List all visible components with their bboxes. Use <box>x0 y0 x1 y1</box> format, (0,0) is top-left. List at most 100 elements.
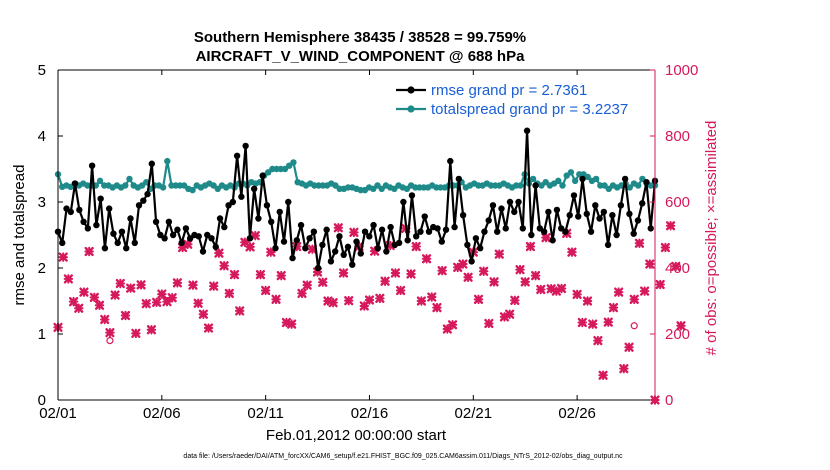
obs-assimilated-marker <box>655 279 665 290</box>
y-right-tick-label: 0 <box>665 392 673 409</box>
rmse-point <box>489 202 497 209</box>
obs-assimilated-marker <box>598 370 608 380</box>
rmse-point <box>498 205 505 212</box>
series-totalspread <box>54 157 659 194</box>
rmse-point <box>425 228 433 235</box>
rmse-point <box>165 218 173 225</box>
obs-assimilated-marker <box>520 277 530 287</box>
rmse-point <box>314 264 322 272</box>
obs-assimilated-marker <box>515 264 525 275</box>
rmse-point <box>327 258 335 265</box>
rmse-point <box>233 152 241 159</box>
rmse-point <box>545 208 552 216</box>
chart-title: Southern Hemisphere 38435 / 38528 = 99.7… <box>194 29 526 46</box>
y-ticks: 0 1 2 3 4 5 <box>38 62 63 409</box>
y-tick-label: 4 <box>38 128 46 145</box>
legend-spread-label: totalspread grand pr = 3.2237 <box>431 101 628 118</box>
rmse-point <box>246 235 254 242</box>
obs-assimilated-marker <box>437 265 447 276</box>
obs-assimilated-marker <box>302 280 312 290</box>
rmse-point <box>229 198 237 206</box>
rmse-point <box>621 175 629 183</box>
obs-assimilated-marker <box>333 223 344 233</box>
obs-assimilated-marker <box>297 288 307 299</box>
obs-assimilated-marker <box>151 297 162 308</box>
obs-assimilated-marker <box>214 248 224 258</box>
obs-assimilated-marker <box>260 285 271 296</box>
obs-assimilated-marker <box>375 293 385 304</box>
y-tick-label: 2 <box>38 260 46 277</box>
rmse-point <box>404 237 411 244</box>
rmse-point <box>553 206 561 214</box>
totalspread-point <box>517 182 524 189</box>
y-tick-label: 5 <box>38 62 46 79</box>
obs-assimilated-marker <box>639 286 650 296</box>
totalspread-point <box>559 182 566 189</box>
obs-assimilated-marker <box>582 296 593 306</box>
rmse-point <box>76 206 83 214</box>
y-right-tick-label: 200 <box>665 326 690 343</box>
rmse-point <box>583 210 590 218</box>
rmse-point <box>161 235 168 242</box>
obs-assimilated-marker <box>406 269 416 279</box>
rmse-point <box>647 225 654 232</box>
rmse-point <box>123 245 130 252</box>
obs-assimilated-marker <box>624 342 634 352</box>
obs-assimilated-marker <box>99 314 110 325</box>
obs-assimilated-marker <box>136 280 146 290</box>
rmse-point <box>592 202 599 209</box>
obs-assimilated-marker <box>645 259 655 269</box>
series-rmse <box>54 127 659 272</box>
obs-assimilated-marker <box>338 268 349 278</box>
rmse-point <box>144 190 151 198</box>
obs-assimilated-marker <box>115 278 126 289</box>
rmse-point <box>395 239 403 247</box>
rmse-point <box>549 237 556 244</box>
obs-assimilated-marker <box>489 277 499 287</box>
obs-assimilated-marker <box>208 281 219 291</box>
obs-layer <box>53 221 686 405</box>
rmse-point <box>340 251 347 258</box>
rmse-point <box>323 226 330 233</box>
obs-assimilated-marker <box>255 269 266 280</box>
rmse-point <box>494 228 501 235</box>
obs-assimilated-marker <box>318 277 328 287</box>
rmse-point <box>268 218 275 225</box>
obs-assimilated-marker <box>203 323 214 333</box>
rmse-point <box>319 241 326 249</box>
rmse-point <box>310 228 318 235</box>
obs-assimilated-marker <box>229 269 240 280</box>
rmse-point <box>80 218 87 225</box>
y-right-tick-label: 600 <box>665 194 690 211</box>
rmse-point <box>357 250 364 257</box>
rmse-point <box>464 241 471 249</box>
obs-assimilated-marker <box>671 261 681 272</box>
obs-assimilated-marker <box>94 300 105 311</box>
rmse-point <box>506 198 514 206</box>
rmse-point <box>570 192 578 199</box>
rmse-point <box>532 182 539 189</box>
rmse-point <box>434 225 441 232</box>
rmse-point <box>540 228 548 235</box>
obs-assimilated-marker <box>541 232 551 243</box>
obs-assimilated-marker <box>416 296 427 306</box>
obs-assimilated-marker <box>167 292 177 303</box>
totalspread-point <box>126 175 133 183</box>
obs-assimilated-marker <box>141 298 151 309</box>
obs-assimilated-marker <box>328 297 338 308</box>
y-tick-label: 3 <box>38 194 46 211</box>
rmse-point <box>331 248 339 255</box>
rmse-point <box>105 205 113 212</box>
rmse-point <box>255 215 262 222</box>
rmse-point <box>293 237 300 244</box>
obs-assimilated-marker <box>110 290 120 300</box>
legend-rmse-marker <box>407 86 415 94</box>
obs-assimilated-marker <box>629 294 639 305</box>
rmse-point <box>447 157 454 165</box>
rmse-point <box>59 239 66 247</box>
rmse-point <box>575 213 582 220</box>
rmse-point <box>131 239 138 247</box>
rmse-point <box>502 225 509 232</box>
obs-assimilated-marker <box>536 284 546 295</box>
obs-assimilated-marker <box>172 278 183 288</box>
